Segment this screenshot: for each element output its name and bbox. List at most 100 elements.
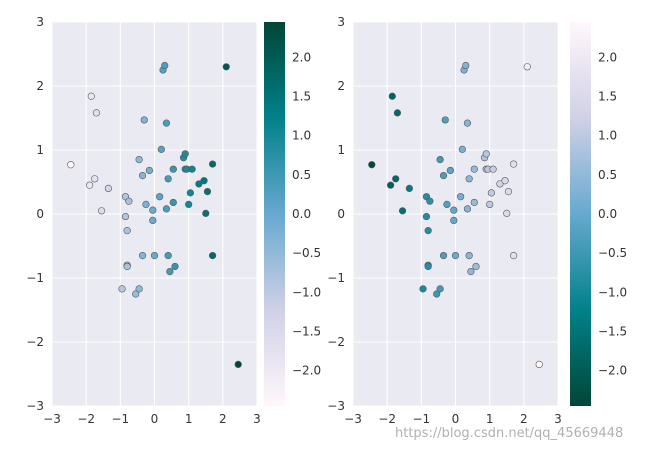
colorbar-tick-label: −1.0: [292, 285, 321, 299]
data-point: [164, 175, 172, 183]
data-point: [91, 175, 99, 183]
data-point: [67, 161, 75, 169]
x-tick-label: 3: [554, 412, 562, 426]
data-point: [470, 165, 478, 173]
data-point: [132, 290, 140, 298]
data-point: [169, 165, 177, 173]
x-tick-label: −2: [378, 412, 396, 426]
data-point: [135, 285, 143, 293]
data-point: [157, 145, 165, 153]
y-tick-label: −3: [327, 399, 345, 413]
colorbar-tick-label: −1.5: [292, 325, 321, 339]
y-tick-label: 0: [36, 207, 44, 221]
colorbar-tick-label: 0.0: [598, 207, 617, 221]
right-scatter-chart: −3 −2 −1 0 1 2 3 −3 −2 −1 0 1 2 3 2.0 1.5 1.0 0.5 0.0 −0.5 −…: [327, 15, 627, 426]
data-point: [138, 172, 147, 180]
data-point: [433, 290, 441, 298]
data-point: [388, 92, 396, 100]
data-point: [164, 252, 172, 260]
y-tick-label: 3: [337, 15, 345, 29]
data-point: [487, 189, 495, 197]
colorbar-tick-label: 0.5: [598, 168, 617, 182]
data-point: [118, 285, 126, 293]
data-point: [92, 109, 101, 117]
data-point: [503, 209, 511, 217]
data-point: [149, 216, 157, 224]
data-point: [186, 189, 194, 197]
y-tick-label: −1: [26, 271, 44, 285]
data-point: [489, 165, 497, 173]
colorbar-tick-label: 1.0: [292, 129, 311, 143]
data-point: [234, 360, 242, 369]
data-point: [169, 198, 177, 207]
colorbar-tick-label: 1.5: [598, 89, 617, 103]
data-point: [208, 252, 217, 260]
y-tick-label: −1: [327, 271, 345, 285]
colorbar-tick-label: 2.0: [292, 50, 311, 64]
x-tick-label: −3: [43, 412, 61, 426]
data-point: [145, 166, 153, 175]
data-point: [202, 209, 210, 217]
y-tick-label: 1: [337, 143, 345, 157]
data-point: [87, 92, 95, 100]
colorbar-tick-label: −0.5: [598, 246, 627, 260]
data-point: [123, 227, 131, 235]
data-point: [398, 207, 407, 215]
data-point: [496, 180, 504, 188]
data-point: [386, 181, 395, 189]
x-tick-label: 1: [185, 412, 193, 426]
y-tick-label: −2: [26, 335, 44, 349]
x-tick-label: 0: [452, 412, 460, 426]
data-point: [501, 177, 509, 185]
y-tick-label: −3: [26, 399, 44, 413]
data-point: [104, 184, 112, 192]
data-point: [123, 262, 131, 271]
x-tick-label: −3: [344, 412, 362, 426]
data-point: [181, 150, 189, 158]
data-point: [135, 156, 143, 164]
colorbar-tick-label: 0.0: [292, 207, 311, 221]
data-point: [171, 262, 179, 271]
data-point: [424, 262, 432, 271]
data-point: [149, 206, 157, 214]
data-point: [446, 166, 454, 175]
data-point: [486, 200, 494, 208]
x-tick-label: 0: [151, 412, 159, 426]
data-point: [462, 61, 470, 70]
x-tick-label: 1: [486, 412, 494, 426]
data-point: [161, 61, 169, 70]
y-tick-label: 2: [337, 79, 345, 93]
data-point: [439, 252, 448, 260]
x-tick-label: 3: [253, 412, 261, 426]
data-point: [470, 198, 478, 207]
data-point: [482, 150, 490, 158]
data-point: [509, 252, 518, 260]
data-point: [441, 116, 449, 124]
data-point: [200, 177, 208, 185]
data-point: [195, 180, 203, 188]
x-tick-label: −1: [111, 412, 129, 426]
colorbar-tick-label: 1.0: [598, 129, 617, 143]
data-point: [203, 188, 212, 196]
data-point: [188, 165, 196, 173]
data-point: [450, 206, 458, 214]
data-point: [405, 184, 413, 192]
colorbar-tick-label: −1.5: [598, 325, 627, 339]
colorbar-tick-label: 2.0: [598, 50, 617, 64]
data-point: [185, 200, 193, 208]
colorbar: [264, 22, 285, 406]
data-point: [463, 119, 472, 127]
data-point: [208, 160, 217, 168]
data-point: [465, 252, 473, 260]
data-point: [125, 197, 133, 205]
data-point: [465, 175, 473, 183]
data-point: [162, 119, 171, 127]
data-point: [162, 205, 171, 213]
y-tick-label: 0: [337, 207, 345, 221]
data-point: [140, 116, 148, 124]
data-point: [419, 285, 427, 293]
data-point: [509, 160, 518, 168]
y-tick-label: −2: [327, 335, 345, 349]
data-point: [439, 172, 448, 180]
